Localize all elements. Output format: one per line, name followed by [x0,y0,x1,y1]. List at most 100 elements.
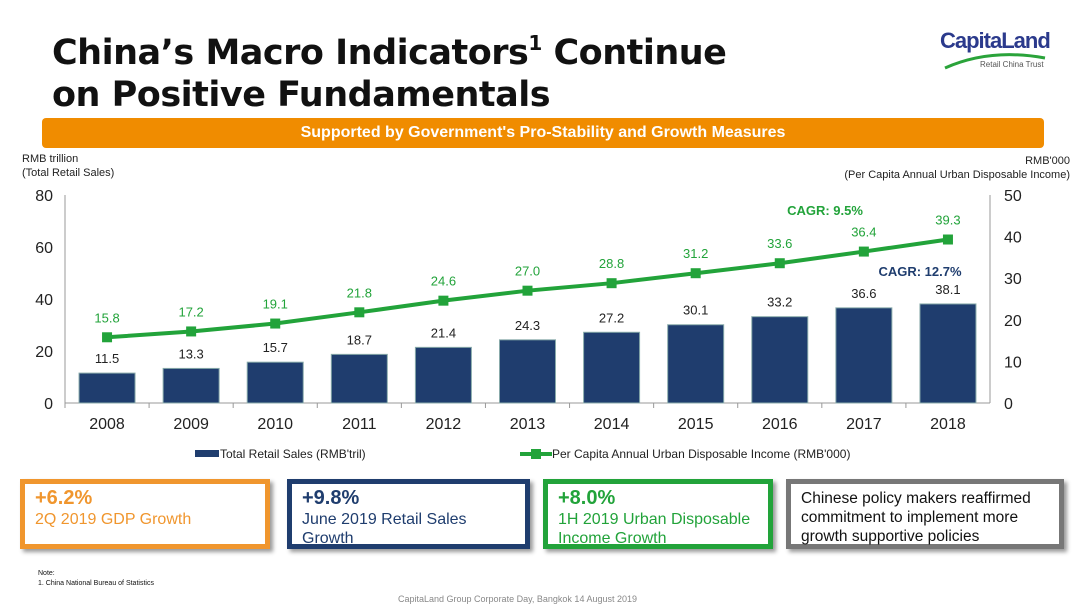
note: Note: 1. China National Bureau of Statist… [38,569,154,589]
line-marker [522,285,533,296]
title-text: on Positive Fundamentals [52,75,551,115]
bar [751,316,809,404]
line-value-label: 21.8 [347,285,372,300]
gdp-box: +6.2% 2Q 2019 GDP Growth [20,479,270,549]
logo-subtitle: Retail China Trust [980,60,1044,69]
logo-name: CapitaLand [940,28,1051,53]
left-axis-label: RMB trillion (Total Retail Sales) [22,152,114,180]
policy-box: Chinese policy makers reaffirmed commitm… [786,479,1064,549]
x-tick-label: 2009 [173,416,209,433]
right-tick-label: 50 [1004,188,1022,205]
bar [330,353,388,404]
note-label: Note: [38,570,55,577]
bar-value-label: 36.6 [851,286,876,301]
box-value: +9.8% [302,487,360,509]
right-tick-label: 10 [1004,354,1022,371]
chart: 0 20 40 60 80 0 10 20 30 40 50 2008 11.5 2009 13.3 2010… [35,188,1022,461]
footer: CapitaLand Group Corporate Day, Bangkok … [398,594,637,604]
line-marker [186,326,197,337]
x-tick-label: 2008 [89,416,125,433]
right-tick-label: 20 [1004,313,1022,330]
axis-label-line: RMB'000 [1025,155,1070,167]
line-value-label: 24.6 [431,274,456,289]
x-tick-label: 2014 [594,416,630,433]
bar-value-label: 24.3 [515,318,540,333]
box-text: 1H 2019 Urban Disposable Income Growth [558,511,751,547]
left-tick-label: 60 [35,240,53,257]
right-axis-label: RMB'000 (Per Capita Annual Urban Disposab… [844,154,1070,182]
line-marker [438,295,449,306]
line-value-label: 19.1 [263,297,288,312]
box-text: Chinese policy makers reaffirmed commitm… [801,490,1031,545]
line-value-label: 15.8 [94,310,119,325]
line-value-label: 31.2 [683,246,708,261]
axis-label-line: (Per Capita Annual Urban Disposable Inco… [844,169,1070,181]
line-marker [690,268,701,279]
logo-swoosh-icon [944,53,1046,70]
right-tick-label: 0 [1004,396,1013,413]
banner: Supported by Government's Pro-Stability … [42,118,1044,148]
line-value-label: 27.0 [515,264,540,279]
line-marker [354,307,365,318]
bar [246,361,304,404]
bar-value-label: 21.4 [431,325,456,340]
cagr-income-annotation: CAGR: 9.5% [787,203,863,218]
line-value-label: 17.2 [178,304,203,319]
left-tick-label: 0 [44,396,53,413]
line-value-label: 33.6 [767,236,792,251]
x-tick-label: 2013 [510,416,546,433]
x-tick-label: 2015 [678,416,714,433]
line-value-label: 28.8 [599,256,624,271]
right-tick-label: 40 [1004,230,1022,247]
title-text: Continue [541,33,727,73]
bar [835,307,893,404]
retail-box: +9.8% June 2019 Retail Sales Growth [287,479,530,549]
bar-value-label: 11.5 [95,351,119,366]
legend-bar-label: Total Retail Sales (RMB'tril) [220,447,366,461]
bar-value-label: 30.1 [683,303,708,318]
line-value-label: 39.3 [935,213,960,228]
box-text: June 2019 Retail Sales Growth [302,511,467,547]
left-tick-label: 80 [35,188,53,205]
bar [667,324,725,404]
legend-line-marker [531,449,541,459]
line-marker [102,332,113,343]
box-text: 2Q 2019 GDP Growth [35,511,192,528]
bar-value-label: 38.1 [935,282,960,297]
bar [583,331,641,404]
bar-value-label: 18.7 [347,332,372,347]
line-marker [270,318,281,329]
x-tick-label: 2017 [846,416,882,433]
bar [78,372,136,404]
capitaland-logo: CapitaLand Retail China Trust [940,28,1051,78]
axis-label-line: RMB trillion [22,153,79,165]
box-value: +8.0% [558,487,616,509]
x-tick-label: 2016 [762,416,798,433]
bar-value-label: 27.2 [599,310,624,325]
income-box: +8.0% 1H 2019 Urban Disposable Income Gro… [543,479,773,549]
line-value-label: 36.4 [851,225,876,240]
bar [162,367,220,404]
legend-line-label: Per Capita Annual Urban Disposable Incom… [552,447,850,461]
line-marker [942,234,953,245]
bar-value-label: 13.3 [178,346,203,361]
x-tick-label: 2011 [342,416,377,433]
cagr-retail-annotation: CAGR: 12.7% [878,264,962,279]
page-title: China’s Macro Indicators1 Continue on Pos… [52,22,727,116]
line-marker [858,246,869,257]
box-value: +6.2% [35,487,93,509]
line-marker [606,278,617,289]
axis-label-line: (Total Retail Sales) [22,167,115,179]
note-item: 1. China National Bureau of Statistics [38,580,154,587]
line-marker [774,258,785,269]
bar-value-label: 33.2 [767,295,792,310]
bar [414,346,472,404]
title-text: China’s Macro Indicators [52,33,529,73]
right-tick-label: 30 [1004,271,1022,288]
bar [919,303,977,404]
x-tick-label: 2010 [257,416,293,433]
bar [499,339,556,404]
footnote-ref: 1 [528,31,542,55]
left-tick-label: 20 [35,344,53,361]
x-tick-label: 2018 [930,416,966,433]
